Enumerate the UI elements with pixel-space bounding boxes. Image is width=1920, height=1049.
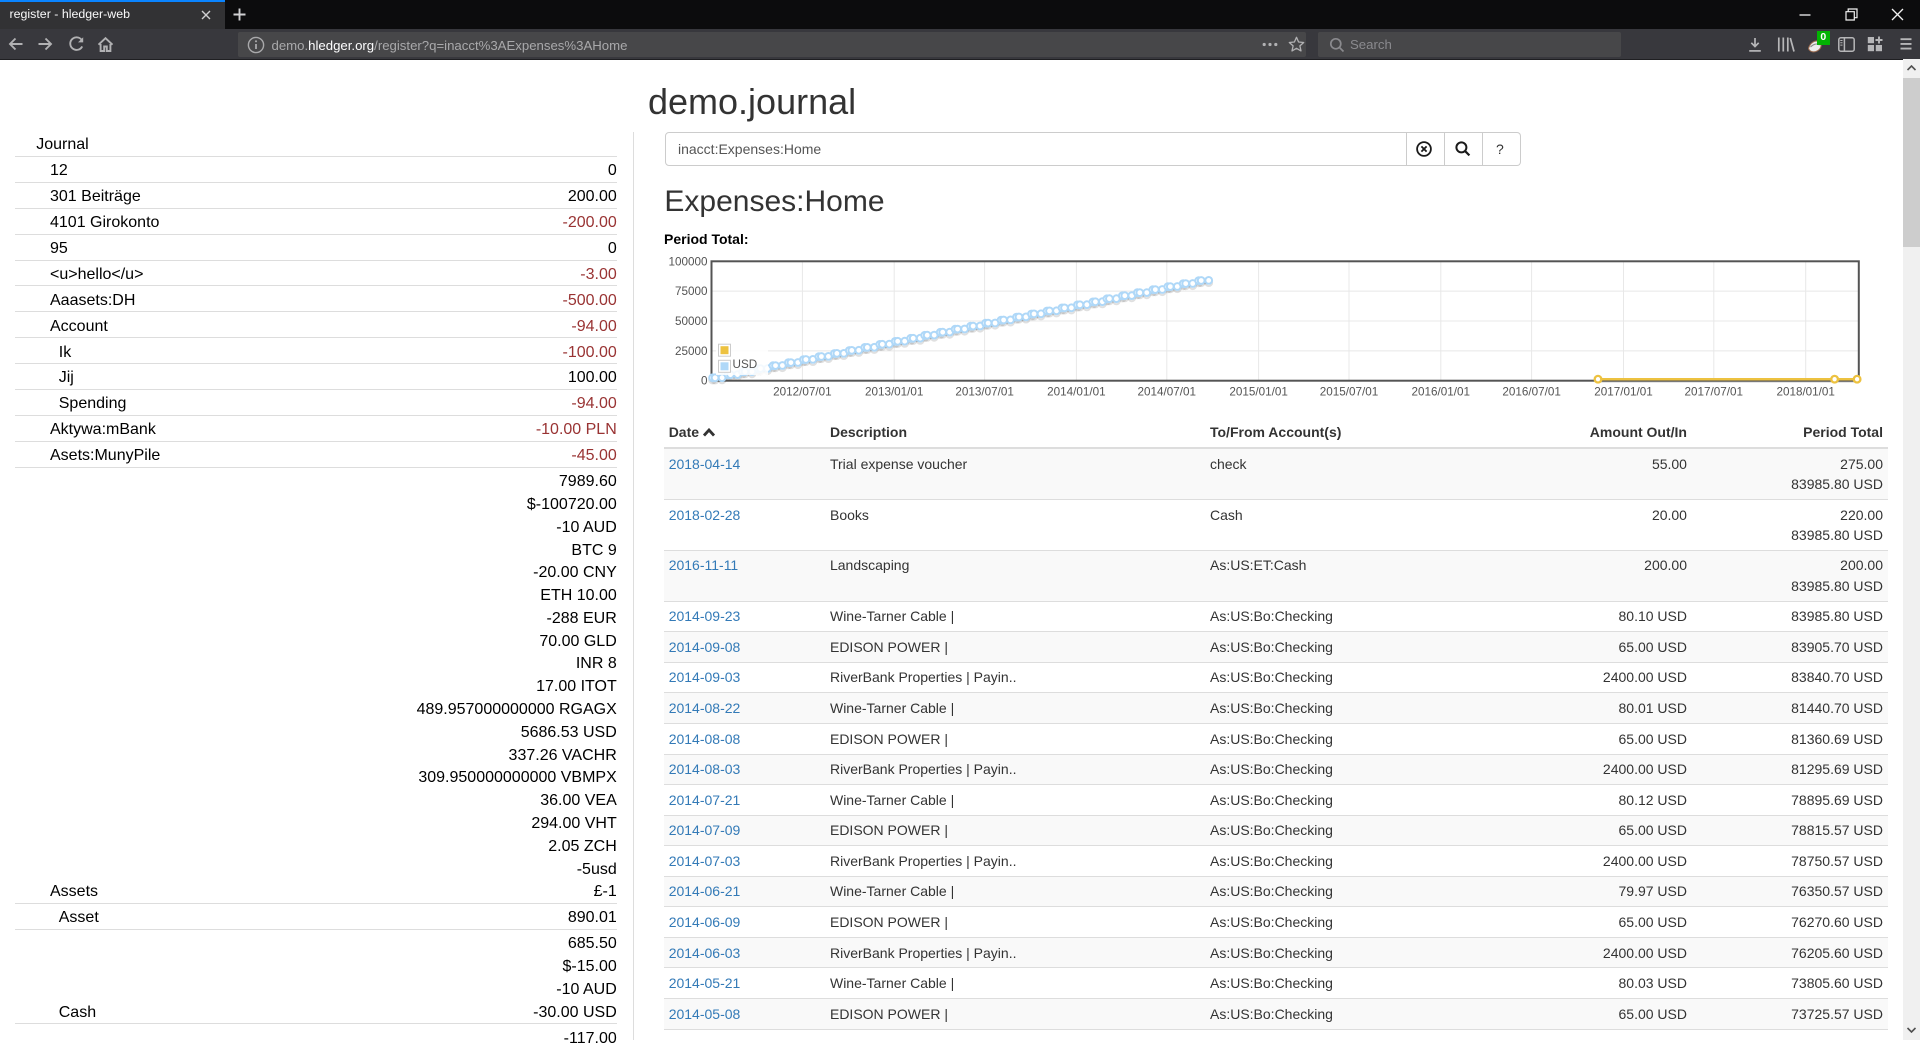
svg-text:2012/07/01: 2012/07/01 [773,386,832,399]
svg-text:2016/07/01: 2016/07/01 [1502,386,1561,399]
svg-text:75000: 75000 [675,285,708,298]
svg-text:2014/07/01: 2014/07/01 [1138,386,1197,399]
svg-text:2017/01/01: 2017/01/01 [1594,386,1653,399]
svg-text:0: 0 [701,375,708,388]
svg-text:2015/01/01: 2015/01/01 [1229,386,1288,399]
svg-text:2017/07/01: 2017/07/01 [1685,386,1744,399]
svg-text:25000: 25000 [675,345,708,358]
svg-text:50000: 50000 [675,315,708,328]
svg-text:2013/07/01: 2013/07/01 [955,386,1014,399]
svg-text:2013/01/01: 2013/01/01 [865,386,924,399]
svg-text:2016/01/01: 2016/01/01 [1412,386,1471,399]
svg-text:2018/01/01: 2018/01/01 [1776,386,1835,399]
svg-text:2014/01/01: 2014/01/01 [1047,386,1106,399]
svg-text:USD: USD [733,358,758,371]
svg-text:100000: 100000 [668,255,708,268]
svg-text:2015/07/01: 2015/07/01 [1320,386,1379,399]
